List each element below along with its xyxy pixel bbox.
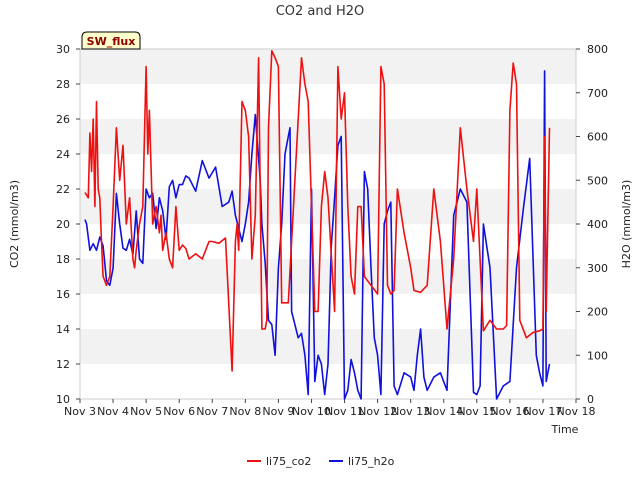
right-y-tick-label: 500 — [587, 174, 608, 187]
left-y-tick-label: 30 — [56, 43, 70, 56]
left-y-tick-label: 14 — [56, 323, 70, 336]
badge-tab-shape — [81, 31, 141, 50]
x-tick-label: Nov 10 — [292, 405, 331, 418]
x-tick-label: Nov 5 — [130, 405, 162, 418]
background-band — [80, 49, 576, 84]
x-tick-label: Nov 17 — [523, 405, 562, 418]
background-bands — [80, 49, 576, 364]
right-y-tick-label: 300 — [587, 262, 608, 275]
legend-label-h2o: li75_h2o — [348, 455, 395, 468]
left-y-axis: 10 12 14 16 18 20 22 24 26 28 30 — [56, 43, 80, 406]
x-tick-label: Nov 16 — [490, 405, 529, 418]
left-y-tick-label: 26 — [56, 113, 70, 126]
x-tick-label: Nov 11 — [325, 405, 364, 418]
x-axis-label: Time — [551, 423, 579, 436]
left-y-tick-label: 20 — [56, 218, 70, 231]
x-tick-label: Nov 7 — [196, 405, 228, 418]
right-y-tick-label: 700 — [587, 87, 608, 100]
series-line-li75_co2 — [84, 49, 551, 372]
left-y-tick-label: 24 — [56, 148, 70, 161]
right-y-tick-label: 0 — [587, 393, 594, 406]
chart-title: CO2 and H2O — [276, 4, 365, 19]
x-tick-label: Nov 6 — [163, 405, 195, 418]
right-y-tick-label: 600 — [587, 131, 608, 144]
right-y-axis: 0 100 200 300 400 500 600 700 800 — [576, 43, 608, 406]
x-tick-label: Nov 8 — [229, 405, 261, 418]
x-tick-label: Nov 14 — [424, 405, 463, 418]
left-y-tick-label: 28 — [56, 78, 70, 91]
x-tick-label: Nov 4 — [97, 405, 129, 418]
left-axis-label: CO2 (mmol/m3) — [8, 180, 21, 268]
badge-label: SW_flux — [87, 35, 136, 48]
right-y-tick-label: 200 — [587, 306, 608, 319]
left-y-tick-label: 12 — [56, 358, 70, 371]
x-tick-label: Nov 15 — [457, 405, 496, 418]
x-tick-label: Nov 18 — [557, 405, 596, 418]
left-y-tick-label: 18 — [56, 253, 70, 266]
right-y-tick-label: 800 — [587, 43, 608, 56]
series-layer — [84, 49, 551, 400]
right-y-tick-label: 400 — [587, 218, 608, 231]
x-tick-label: Nov 3 — [64, 405, 96, 418]
x-tick-label: Nov 9 — [262, 405, 294, 418]
x-tick-label: Nov 12 — [358, 405, 397, 418]
left-y-tick-label: 22 — [56, 183, 70, 196]
legend: li75_co2 li75_h2o — [247, 455, 395, 468]
background-band — [80, 259, 576, 294]
right-y-tick-label: 100 — [587, 349, 608, 362]
sw-flux-badge[interactable]: SW_flux — [81, 31, 141, 50]
legend-label-co2: li75_co2 — [266, 455, 311, 468]
right-axis-label: H2O (mmol/m3) — [620, 180, 633, 269]
left-y-tick-label: 16 — [56, 288, 70, 301]
background-band — [80, 119, 576, 154]
series-line-li75_h2o — [84, 70, 551, 400]
left-y-tick-label: 10 — [56, 393, 70, 406]
x-tick-label: Nov 13 — [391, 405, 430, 418]
